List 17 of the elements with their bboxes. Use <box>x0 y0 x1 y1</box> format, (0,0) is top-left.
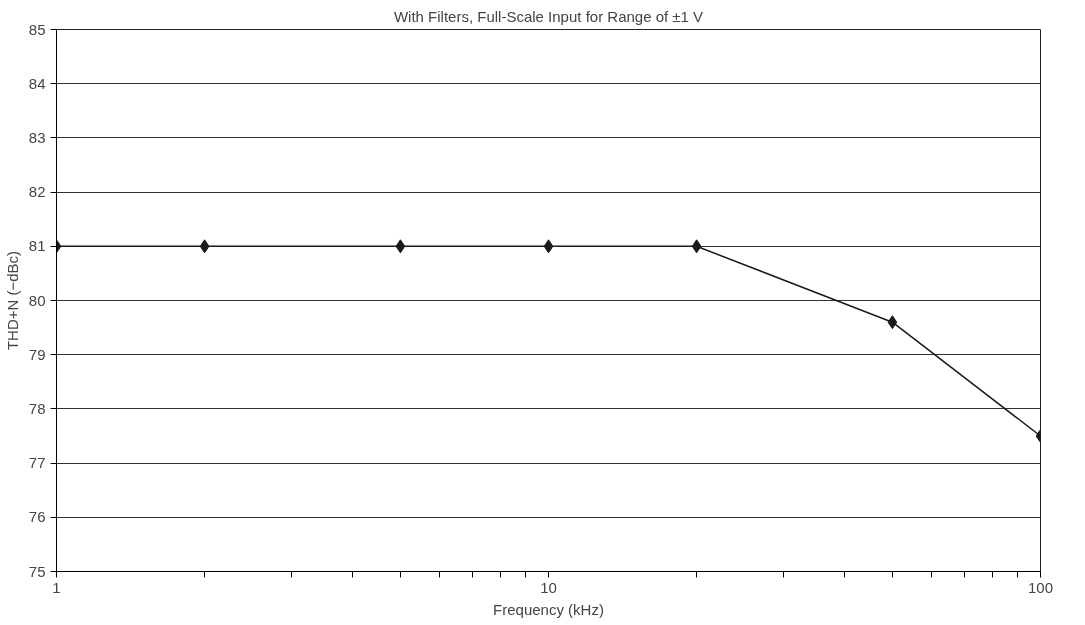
y-tick-label: 81 <box>28 237 46 255</box>
y-tick-label: 85 <box>28 20 46 38</box>
y-axis-title: THD+N (−dBc) <box>3 250 21 351</box>
x-axis-title: Frequency (kHz) <box>493 600 604 618</box>
y-tick-label: 75 <box>28 562 46 580</box>
y-tick-label: 80 <box>28 291 46 309</box>
x-tick-label: 1 <box>52 578 61 596</box>
x-tick-label: 10 <box>540 578 557 596</box>
y-tick-label: 78 <box>28 399 46 417</box>
y-tick-label: 79 <box>28 345 46 363</box>
x-tick-label: 100 <box>1027 578 1054 596</box>
y-tick-label: 84 <box>28 74 46 92</box>
y-tick-label: 83 <box>28 128 46 146</box>
y-tick-label: 76 <box>28 508 46 526</box>
chart-title: With Filters, Full-Scale Input for Range of ±1 V <box>393 7 704 25</box>
y-tick-label: 82 <box>28 183 46 201</box>
y-tick-label: 77 <box>28 454 46 472</box>
